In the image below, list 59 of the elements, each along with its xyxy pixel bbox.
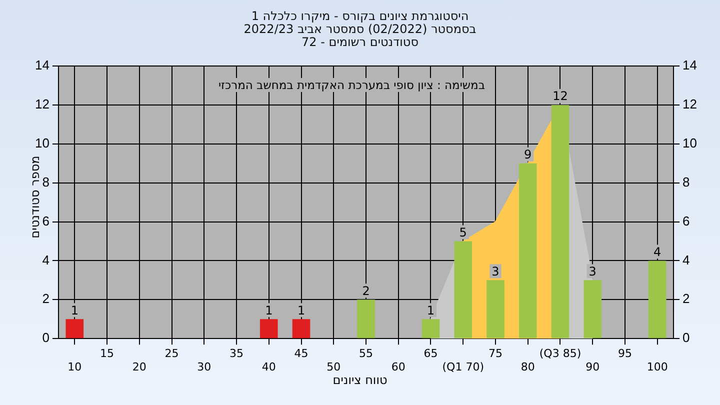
x-tick-label: 25 (164, 347, 179, 360)
y2-tick-label: 10 (682, 135, 698, 150)
y-tick-label: 10 (34, 135, 50, 150)
bar (66, 319, 84, 338)
bar (422, 319, 440, 338)
x-tick-label: 45 (294, 347, 308, 360)
y2-tick-label: 0 (682, 330, 690, 346)
y-axis-title: מספר סטודנטים (28, 156, 42, 238)
y-tick-label: 12 (34, 96, 50, 112)
x-tick-label: 60 (391, 360, 406, 374)
y-tick-label: 0 (42, 330, 50, 346)
x-tick-label: 10 (68, 360, 82, 374)
data-label: 4 (654, 244, 662, 259)
y2-tick-label: 8 (682, 174, 690, 190)
y-tick-label: 2 (42, 291, 50, 306)
x-tick-label: 80 (520, 360, 535, 374)
y2-tick-label: 14 (682, 58, 698, 73)
data-label: 9 (524, 147, 532, 162)
x-tick-label: (Q3 85) (539, 347, 582, 360)
y2-tick-label: 2 (682, 291, 690, 306)
data-label: 1 (70, 303, 78, 318)
data-label: 2 (362, 284, 370, 298)
x-tick-label: 95 (618, 347, 632, 360)
x-tick-label: 35 (230, 347, 244, 360)
x-tick-label: 40 (262, 360, 276, 374)
bar (518, 163, 537, 338)
x-tick-label: 30 (197, 360, 212, 374)
data-label: 12 (552, 89, 568, 104)
x-axis-title: טווח ציונים (332, 373, 388, 387)
data-label: 5 (459, 225, 467, 240)
bar (260, 319, 278, 338)
x-tick-label: (Q1 70) (442, 360, 484, 374)
chart-title: היסטוגרמת ציונים בקורס - מיקרו כלכלה 1 בסמסטר (02/2022) סמסטר אביב 2022/23 סטודנטים רשומים - 72 (242, 9, 478, 49)
x-tick-label: 50 (326, 360, 341, 374)
y2-tick-label: 12 (682, 96, 698, 112)
bar (584, 280, 602, 338)
data-label: 1 (265, 303, 273, 318)
data-label: 1 (297, 303, 306, 318)
x-tick-label: 15 (100, 347, 114, 360)
data-label: 3 (492, 264, 500, 278)
x-tick-label: 55 (359, 347, 373, 360)
bar (357, 300, 375, 338)
annotation: במשימה : ציון סופי במערכת האקדמית במחשב המרכזי (216, 78, 487, 92)
y-tick-label: 8 (42, 174, 50, 190)
y2-tick-label: 4 (682, 252, 690, 268)
y-tick-label: 14 (34, 58, 50, 73)
y2-tick-label: 6 (682, 213, 690, 228)
x-tick-label: 75 (488, 347, 502, 360)
bar (486, 280, 504, 338)
bar (648, 260, 666, 338)
x-tick-label: 20 (132, 360, 146, 374)
x-tick-label: 65 (424, 347, 438, 360)
y-tick-label: 6 (42, 213, 50, 228)
y-tick-label: 4 (42, 252, 50, 268)
data-label: 3 (588, 264, 596, 278)
x-tick-label: 100 (646, 360, 668, 374)
bar (292, 319, 310, 338)
x-tick-label: 90 (586, 360, 600, 374)
data-label: 1 (426, 303, 435, 318)
